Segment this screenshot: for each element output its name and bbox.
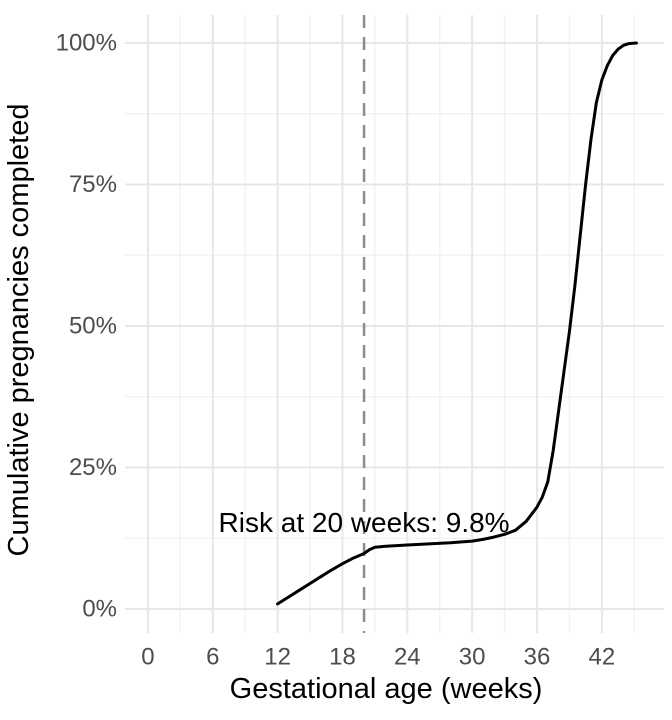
y-axis-title: Cumulative pregnancies completed [3, 104, 35, 557]
x-tick-label: 36 [524, 644, 551, 671]
x-axis-title: Gestational age (weeks) [230, 673, 543, 705]
x-tick-label: 12 [264, 644, 291, 671]
x-tick-label: 30 [459, 644, 486, 671]
x-tick-label: 42 [589, 644, 616, 671]
y-tick-label: 0% [82, 596, 117, 623]
y-tick-label: 75% [69, 171, 117, 198]
x-tick-label: 18 [329, 644, 356, 671]
gridlines-major [125, 15, 664, 633]
gridlines-minor [125, 15, 664, 633]
y-tick-label: 50% [69, 313, 117, 340]
x-tick-label: 6 [206, 644, 219, 671]
x-tick-label: 0 [141, 644, 154, 671]
cumulative-curve [276, 41, 638, 606]
x-tick-label: 24 [394, 644, 421, 671]
y-tick-label: 25% [69, 454, 117, 481]
y-axis-tick-labels: 0% 25% 50% 75% 100% [56, 30, 117, 623]
y-tick-label: 100% [56, 30, 117, 57]
x-axis-tick-labels: 0 6 12 18 24 30 36 42 [141, 644, 615, 671]
risk-annotation: Risk at 20 weeks: 9.8% [219, 507, 510, 538]
